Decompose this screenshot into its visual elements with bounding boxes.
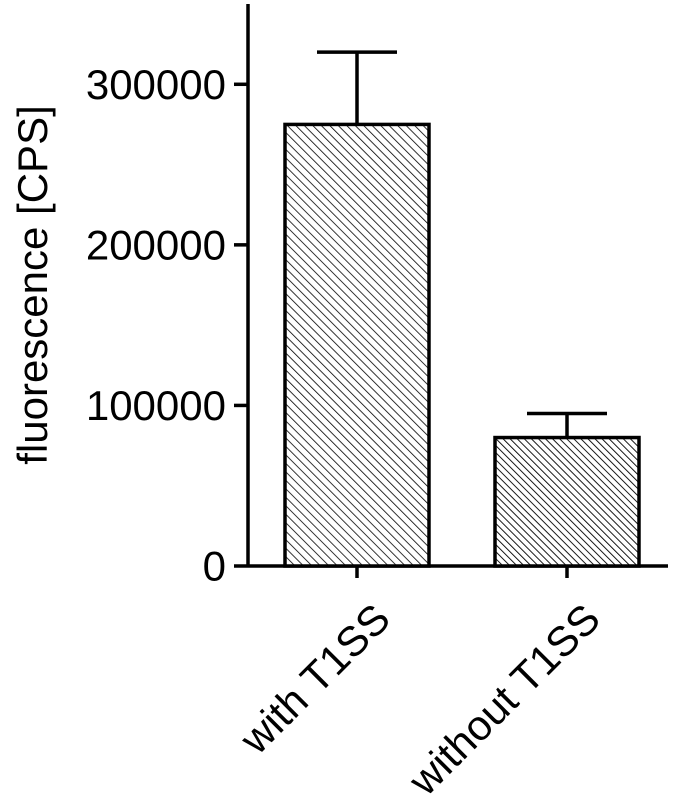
x-tick-label: without T1SS	[399, 595, 609, 801]
y-tick-label: 0	[203, 543, 226, 590]
y-axis: 0 100000 200000 300000	[86, 4, 250, 590]
y-axis-title: fluorescence [CPS]	[9, 105, 56, 465]
x-axis	[248, 564, 668, 578]
y-tick-label: 300000	[86, 61, 226, 108]
bar	[283, 122, 431, 568]
y-tick-label: 200000	[86, 221, 226, 268]
bar	[493, 435, 641, 568]
bars	[283, 122, 641, 568]
x-tick-labels: with T1SS without T1SS	[230, 595, 609, 801]
y-tick-label: 100000	[86, 382, 226, 429]
error-bars	[317, 50, 607, 438]
x-tick-label: with T1SS	[230, 595, 399, 764]
